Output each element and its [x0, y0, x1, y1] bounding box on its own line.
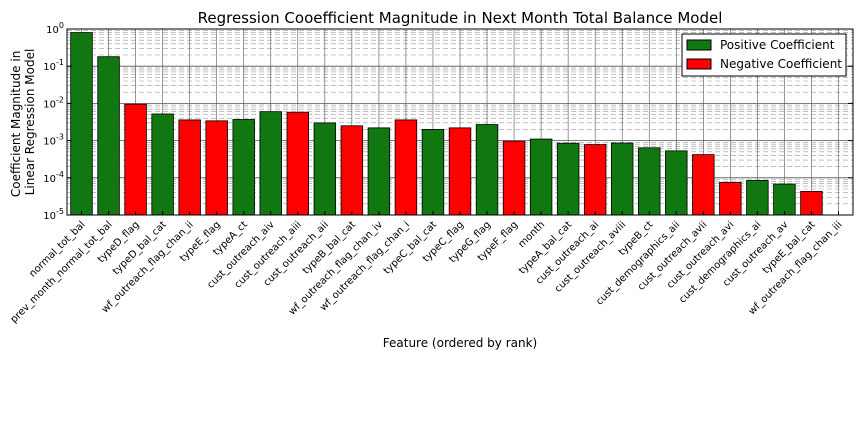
bar-cust_outreach_aiv: [259, 111, 282, 216]
y-axis-label-line-2: Linear Regression Model: [23, 49, 37, 196]
y-tick-label: 10-2: [43, 95, 64, 110]
bar-cust_outreach_ai: [583, 144, 607, 216]
bar-wf_outreach_flag_chan_iv: [367, 127, 391, 216]
bar-cust_outreach_av: [773, 183, 796, 216]
bar-typeC_flag: [448, 127, 472, 216]
bar-typeG_flag: [475, 124, 499, 216]
y-tick-label: 100: [46, 21, 64, 36]
bar-cust_outreach_aiii: [286, 111, 310, 216]
bar-typeA_ct: [232, 119, 255, 216]
legend-swatch-negative: [686, 58, 712, 70]
legend-label-negative: Negative Coefficient: [720, 57, 842, 71]
bar-prev_month_normal_tot_bal: [97, 56, 120, 216]
legend: Positive Coefficient Negative Coefficien…: [681, 33, 847, 77]
bar-typeA_bal_cat: [556, 142, 580, 216]
bar-wf_outreach_flag_chan_ii: [178, 119, 201, 216]
bar-cust_outreach_avii: [692, 154, 715, 216]
bar-typeC_bal_cat: [421, 129, 445, 216]
bar-month: [529, 138, 553, 216]
chart-title: Regression Cooefficient Magnitude in Nex…: [198, 9, 723, 27]
bar-cust_outreach_avi: [719, 182, 742, 216]
y-axis-ticks: 10-5 10-4 10-3 10-2 10-1 100: [43, 21, 853, 222]
y-axis-label-line-1: Coefficient Magnitude in: [9, 51, 23, 197]
bars: [70, 32, 823, 216]
bar-wf_outreach_flag_chan_i: [394, 119, 418, 216]
y-tick-label: 10-3: [43, 133, 64, 148]
x-tick-label: prev_month_normal_tot_bal: [9, 219, 115, 325]
bar-cust_demographics_ai: [746, 180, 769, 216]
legend-label-positive: Positive Coefficient: [720, 38, 835, 52]
x-axis-label: Feature (ordered by rank): [383, 336, 537, 350]
bar-typeF_flag: [502, 140, 526, 216]
bar-typeB_ct: [638, 147, 661, 216]
bar-typeE_flag: [205, 120, 228, 216]
bar-typeB_bal_cat: [340, 125, 364, 216]
bar-normal_tot_bal: [70, 32, 93, 216]
y-tick-label: 10-4: [43, 170, 64, 185]
legend-swatch-positive: [686, 39, 712, 51]
y-tick-label: 10-1: [43, 58, 64, 73]
y-axis-label: Coefficient Magnitude in Linear Regressi…: [9, 47, 37, 197]
bar-cust_outreach_aii: [313, 122, 337, 216]
bar-typeD_bal_cat: [151, 113, 174, 216]
bar-cust_demographics_aii: [665, 150, 688, 216]
bar-typeD_flag: [124, 103, 147, 216]
x-axis-ticks: normal_tot_balprev_month_normal_tot_balt…: [9, 211, 845, 325]
y-tick-label: 10-5: [43, 207, 64, 222]
bar-cust_outreach_aviii: [610, 142, 634, 216]
